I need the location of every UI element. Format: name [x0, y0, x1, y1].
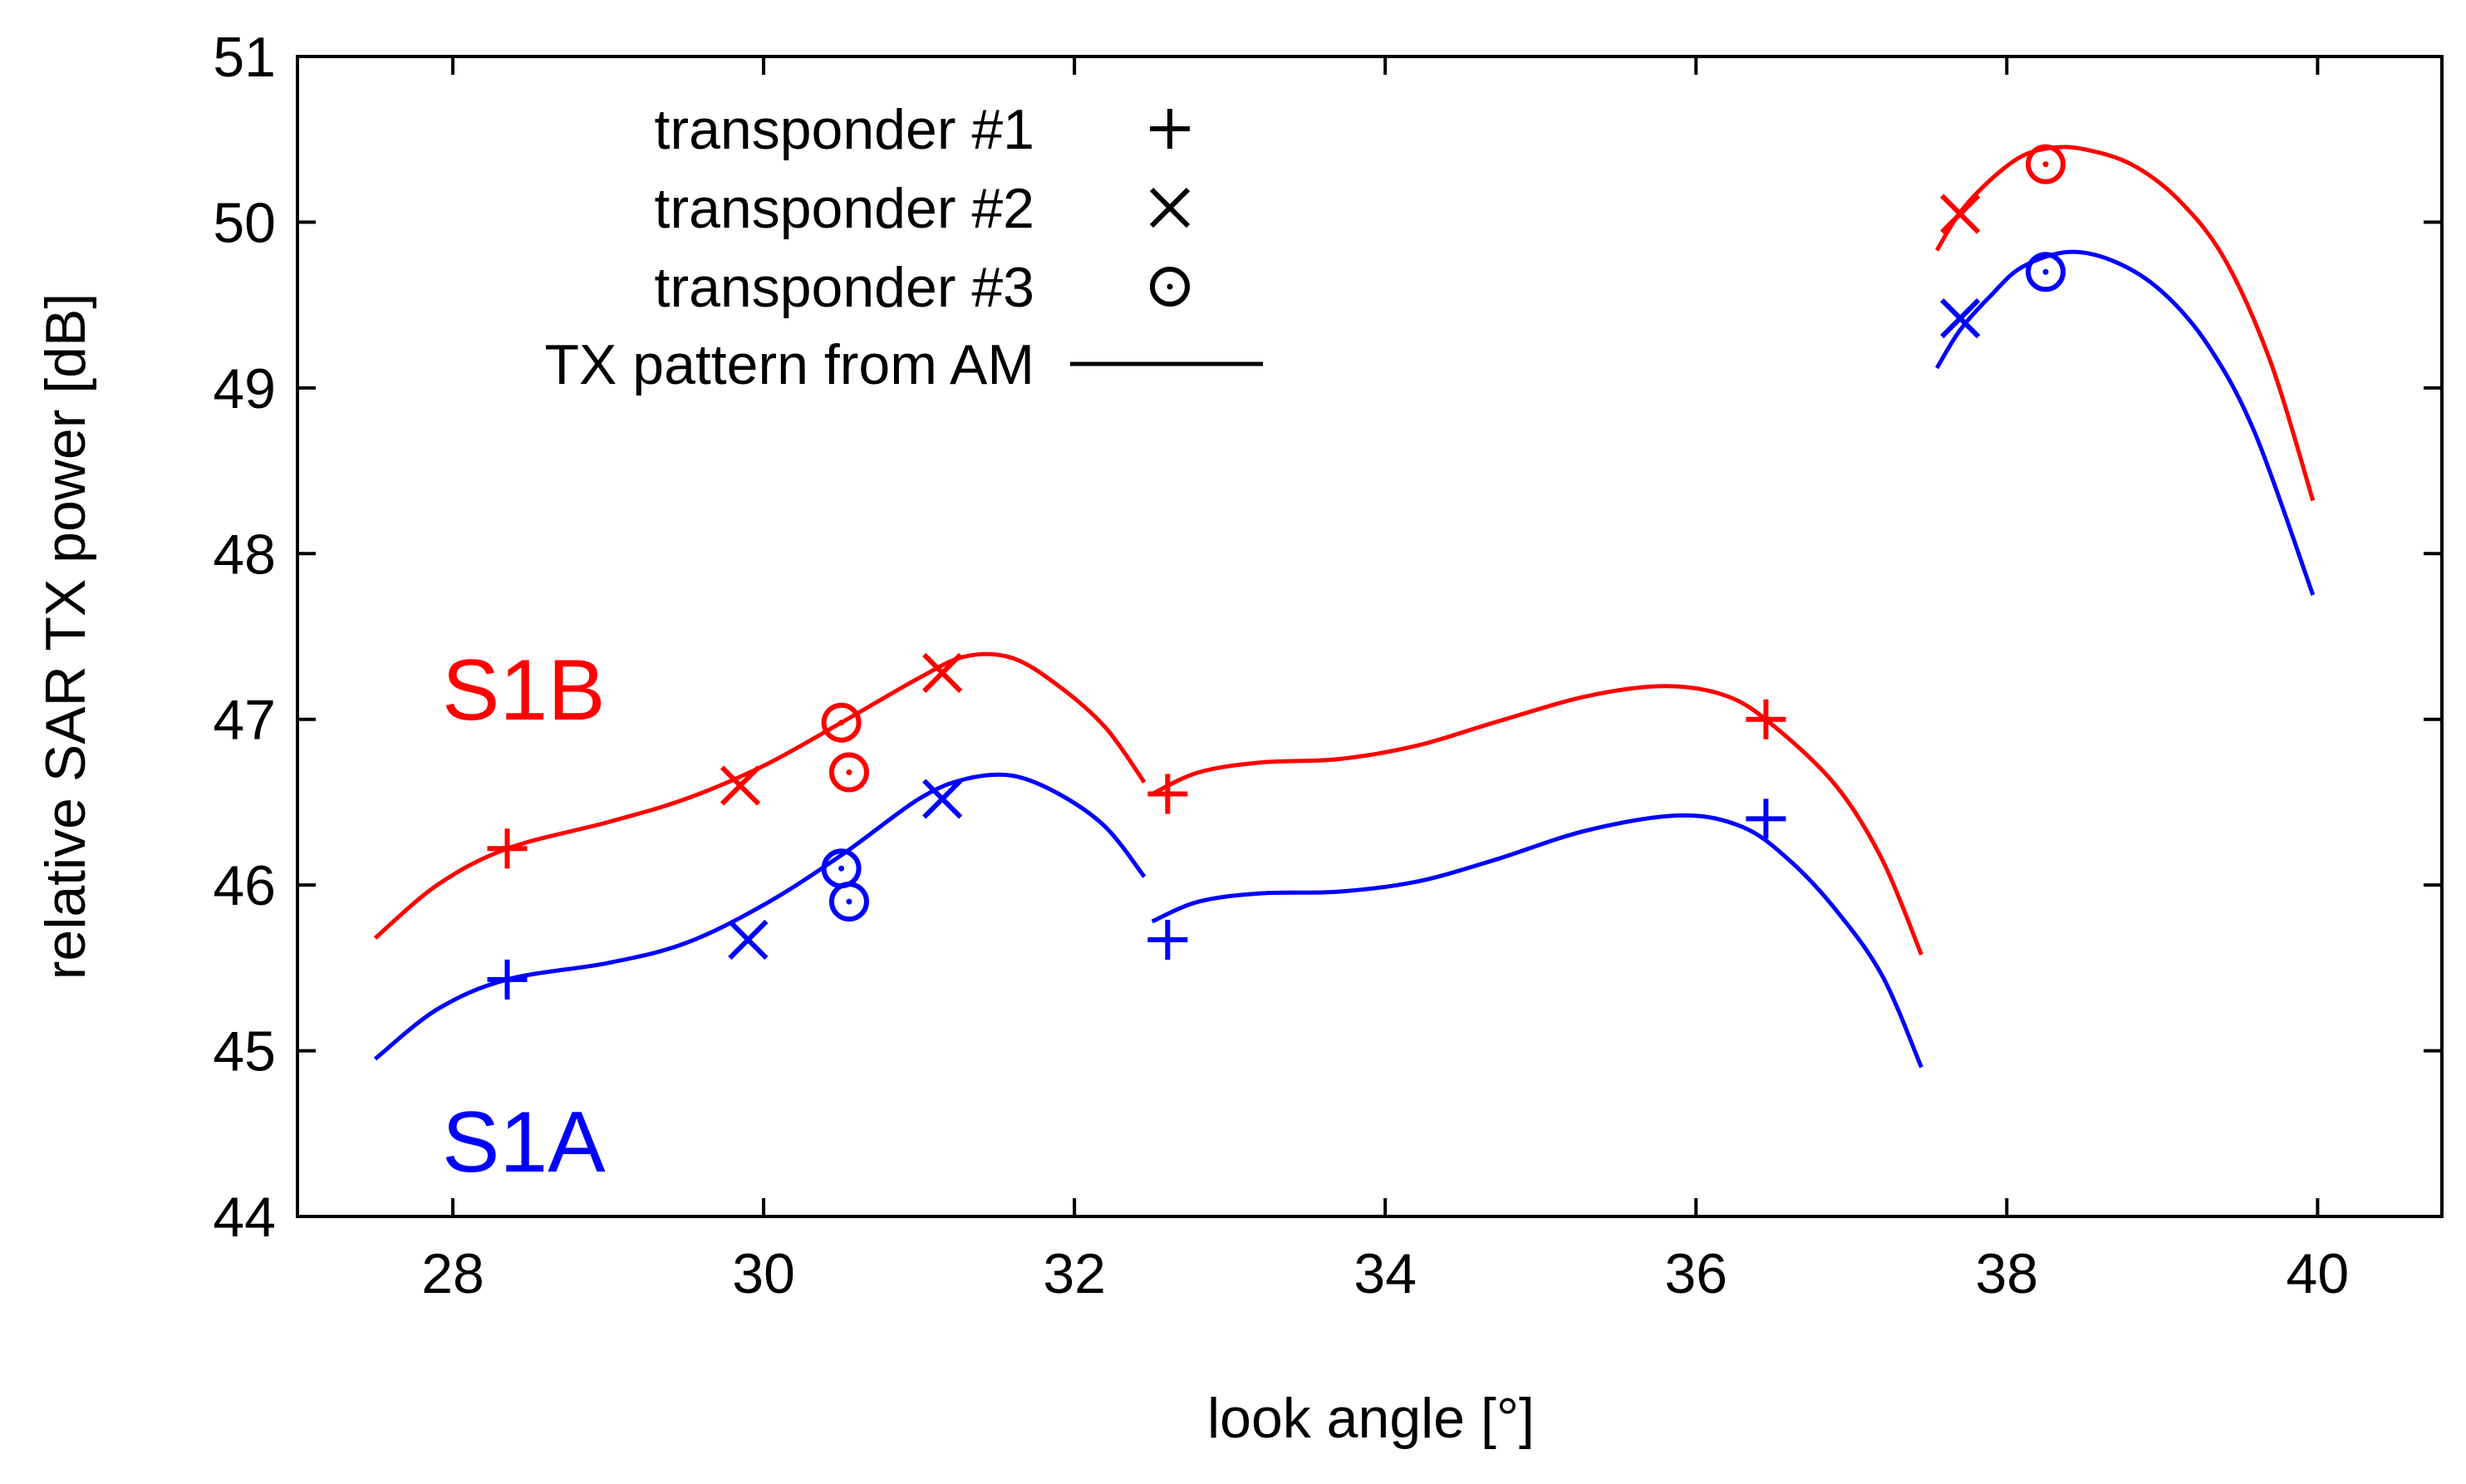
y-tick-label: 44 — [213, 1186, 276, 1249]
circle-marker-ring — [828, 752, 869, 793]
s1a-pattern-line — [1935, 249, 2316, 596]
circle-marker-ring — [2026, 252, 2066, 292]
s1b-transponder1-point — [487, 828, 528, 869]
legend-entry-label: TX pattern from AM — [544, 333, 1034, 396]
s1b-transponder1-point — [1147, 774, 1188, 814]
series-label-s1a: S1A — [442, 1094, 606, 1191]
circle-marker-ring — [2026, 144, 2066, 184]
y-tick-label: 47 — [213, 689, 276, 752]
s1a-transponder1-point — [487, 959, 528, 1000]
circle-marker-dot — [1167, 283, 1173, 290]
y-tick-label: 49 — [213, 357, 276, 420]
s1b-transponder1-point — [1746, 699, 1786, 740]
s1a-transponder2-point — [922, 779, 963, 819]
s1b-transponder3-point — [2026, 144, 2066, 184]
cross-marker-b — [922, 779, 963, 819]
circle-marker-dot — [2042, 161, 2049, 168]
cross-marker-b — [1149, 187, 1191, 228]
cross-marker-b — [1940, 297, 1981, 339]
y-tick-label: 48 — [213, 523, 276, 586]
s1b-transponder2-point — [1940, 194, 1981, 234]
series-label-s1b: S1B — [442, 642, 606, 739]
plot-content — [373, 144, 2316, 1069]
s1a-transponder2-point — [728, 919, 769, 961]
cross-marker-b — [1940, 194, 1981, 234]
x-tick-label: 34 — [1353, 1242, 1417, 1305]
y-tick-label: 51 — [213, 26, 276, 89]
legend-entry-label: transponder #1 — [655, 98, 1034, 161]
cross-marker-b — [728, 919, 769, 961]
s1a-pattern-line — [373, 772, 1147, 1061]
series-s1b — [373, 144, 2316, 956]
s1b-pattern-line — [1151, 684, 1923, 956]
x-tick-label: 28 — [421, 1242, 484, 1305]
s1b-transponder2-point — [922, 652, 963, 693]
circle-marker-dot — [846, 769, 852, 776]
cross-marker-b — [922, 652, 963, 693]
s1b-pattern-line — [1935, 145, 2316, 502]
s1a-transponder3-point — [2026, 252, 2066, 292]
s1b-transponder3-point — [821, 702, 862, 743]
s1b-transponder3-point — [828, 752, 869, 793]
legend: transponder #1 transponder #2 transponder … — [544, 98, 1263, 396]
series-labels: S1B S1A — [442, 642, 606, 1191]
s1b-transponder2-point — [720, 765, 761, 806]
y-tick-label: 45 — [213, 1020, 276, 1084]
y-axis-label: relative SAR TX power [dB] — [34, 293, 97, 980]
legend-entry-label: transponder #2 — [655, 177, 1034, 240]
circle-marker-dot — [838, 720, 845, 726]
legend-dotted-circle-symbol — [1150, 267, 1190, 307]
s1a-transponder3-point — [828, 882, 869, 922]
x-tick-label: 38 — [1975, 1242, 2038, 1305]
x-tick-label: 40 — [2287, 1242, 2350, 1305]
plot-frame — [296, 55, 2444, 1218]
x-tick-label: 30 — [732, 1242, 795, 1305]
cross-marker-b — [720, 765, 761, 806]
circle-marker-ring — [821, 702, 862, 743]
x-axis-label: look angle [°] — [1207, 1387, 1535, 1450]
s1a-pattern-line — [1151, 813, 1923, 1069]
circle-marker-dot — [2042, 268, 2049, 275]
ticks: 28 30 32 34 36 38 40 44 45 46 47 48 49 50 51 — [213, 26, 2442, 1305]
legend-entry-label: transponder #3 — [655, 256, 1034, 319]
circle-marker-ring — [828, 882, 869, 922]
x-tick-label: 32 — [1043, 1242, 1106, 1305]
s1a-transponder1-point — [1147, 919, 1188, 960]
legend-plus-symbol — [1150, 109, 1190, 149]
circle-marker-dot — [846, 898, 852, 905]
s1a-transponder1-point — [1746, 799, 1786, 839]
circle-marker-ring — [1150, 267, 1190, 307]
s1a-transponder2-point — [1940, 297, 1981, 339]
circle-marker-dot — [838, 865, 845, 872]
legend-cross-symbol — [1149, 187, 1191, 228]
series-s1a — [373, 249, 2316, 1069]
y-tick-label: 46 — [213, 854, 276, 917]
x-tick-label: 36 — [1664, 1242, 1727, 1305]
y-tick-label: 50 — [213, 191, 276, 254]
